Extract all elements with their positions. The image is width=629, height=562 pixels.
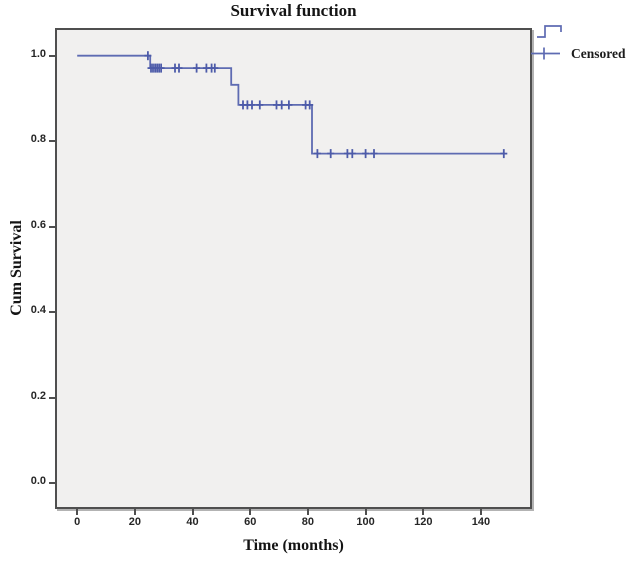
censored-mark: [306, 100, 314, 110]
censored-mark: [348, 149, 356, 159]
x-axis-tick: [133, 509, 136, 515]
censored-mark: [157, 63, 165, 73]
censored-mark: [285, 100, 293, 110]
y-axis-tick: [49, 140, 55, 143]
x-axis-tick: [479, 509, 482, 515]
x-axis-tick-label: 140: [471, 516, 491, 528]
x-axis-tick-label: 0: [74, 516, 81, 528]
plot-area: [55, 28, 532, 509]
survival-curve: [77, 54, 505, 155]
survival-plot-canvas: [77, 51, 508, 159]
censored-mark: [278, 100, 286, 110]
y-axis-tick: [49, 311, 55, 314]
censored-mark: [500, 149, 508, 159]
legend: Censored: [529, 22, 629, 67]
y-axis-tick-label: 0.6: [30, 218, 46, 231]
y-axis-tick-label: 1.0: [30, 47, 46, 60]
x-axis-tick-label: 40: [186, 516, 199, 528]
y-axis-tick-label: 0.2: [30, 389, 46, 402]
chart-title: Survival function: [230, 1, 357, 20]
x-axis-tick-label: 60: [244, 516, 257, 528]
y-axis-tick-label: 0.8: [30, 133, 46, 146]
y-axis-tick: [49, 54, 55, 57]
censored-mark: [193, 63, 201, 73]
y-axis-title: Cum Survival: [8, 220, 25, 316]
y-axis-tick-label: 0.0: [30, 475, 46, 488]
y-axis-tick-label: 0.4: [30, 304, 46, 317]
plus-marker-icon: [531, 47, 560, 60]
x-axis-tick: [191, 509, 194, 515]
legend-censored-label: Censored: [571, 46, 626, 61]
x-axis-tick: [306, 509, 309, 515]
censored-mark: [248, 100, 256, 110]
censored-mark: [175, 63, 183, 73]
x-axis-tick-label: 100: [356, 516, 375, 528]
y-axis-tick: [49, 225, 55, 228]
x-axis-title: Time (months): [243, 537, 344, 554]
x-axis-tick: [422, 509, 425, 515]
censored-mark: [256, 100, 264, 110]
x-axis-tick: [249, 509, 252, 515]
x-axis-tick-label: 20: [128, 516, 141, 528]
censored-mark: [327, 149, 335, 159]
x-axis-tick-label: 120: [414, 516, 433, 528]
x-axis-tick: [76, 509, 79, 515]
y-axis-tick: [49, 396, 55, 399]
x-axis-tick-label: 80: [301, 516, 315, 528]
x-axis-tick: [364, 509, 367, 515]
censored-mark: [144, 51, 152, 61]
step-line-icon: [537, 25, 562, 38]
censored-mark: [211, 63, 219, 73]
y-axis-tick: [49, 482, 55, 485]
censored-mark: [313, 149, 321, 159]
censored-mark: [362, 149, 370, 159]
censored-mark: [370, 149, 378, 159]
